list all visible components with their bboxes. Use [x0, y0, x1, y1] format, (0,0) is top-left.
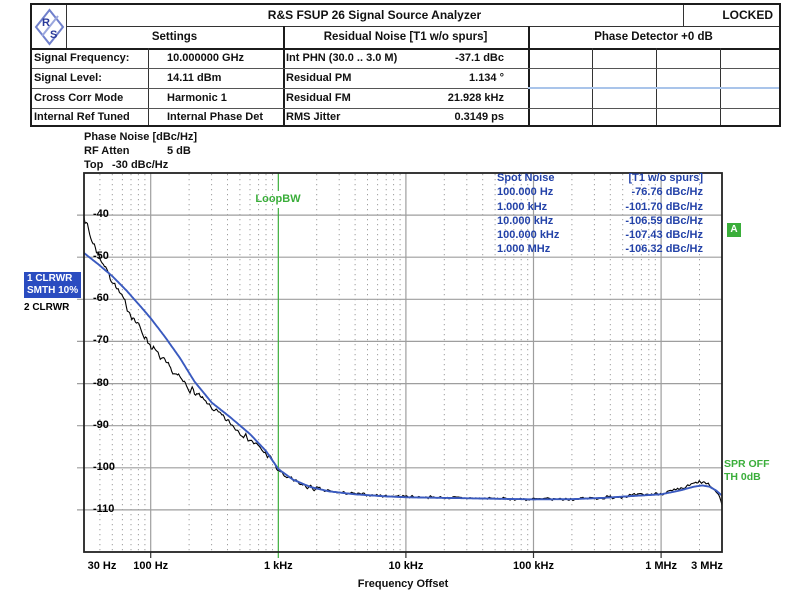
window-title: R&S FSUP 26 Signal Source Analyzer [267, 8, 482, 22]
rf-atten-value: 5 dB [167, 145, 191, 157]
x-axis-tick-label: 100 Hz [133, 560, 169, 572]
chart-title: Phase Noise [dBc/Hz] [84, 131, 198, 143]
spur-off-text: SPR OFF [724, 458, 770, 470]
divider [592, 48, 593, 125]
phase-detector-marker-line [528, 87, 779, 89]
divider [32, 48, 779, 50]
channel-a-badge: A [727, 223, 741, 237]
phase-detector-section-title: Phase Detector +0 dB [594, 31, 713, 43]
spot-noise-frequency: 10.000 kHz [497, 214, 554, 227]
settings-row-value: Harmonic 1 [167, 92, 227, 104]
spot-noise-row: 1.000 kHz -101.70 dBc/Hz [497, 200, 703, 214]
residual-row-label: Residual FM [286, 92, 351, 104]
x-axis-tick-label: 3 MHz [691, 560, 723, 572]
top-scale-value: -30 dBc/Hz [112, 159, 169, 171]
y-axis-tick-label: -90 [93, 418, 109, 431]
settings-row-value: 10.000000 GHz [167, 52, 245, 64]
loop-bandwidth-marker-label: LoopBW [255, 193, 301, 205]
trace1-smoothing: SMTH 10% [27, 285, 79, 296]
spot-noise-row: 100.000 Hz -76.76 dBc/Hz [497, 185, 703, 199]
divider [656, 48, 657, 125]
header-table: R S R&S FSUP 26 Signal Source Analyzer L… [30, 3, 781, 127]
spot-noise-frequency: 1.000 kHz [497, 200, 548, 213]
y-axis-tick-label: -40 [93, 208, 109, 221]
rf-atten-label: RF Atten [84, 145, 130, 157]
residual-row-value: -37.1 dBc [455, 52, 504, 64]
trace1-name: 1 CLRWR [27, 273, 73, 284]
rs-logo: R S [33, 7, 66, 47]
divider [720, 48, 721, 125]
trace1-clrwr-label: 1 CLRWR SMTH 10% [24, 272, 82, 298]
settings-row-label: Internal Ref Tuned [34, 111, 130, 123]
divider [32, 108, 779, 109]
y-axis-tick-label: -80 [93, 376, 109, 389]
spot-noise-value: -76.76 dBc/Hz [631, 186, 703, 199]
residual-row-value: 0.3149 ps [454, 111, 504, 123]
spot-noise-row: 100.000 kHz -107.43 dBc/Hz [497, 228, 703, 242]
divider [283, 26, 285, 125]
y-axis-tick-label: -100 [93, 460, 116, 473]
settings-row-label: Cross Corr Mode [34, 92, 124, 104]
residual-row-value: 21.928 kHz [447, 92, 504, 104]
spot-noise-table: Spot Noise [T1 w/o spurs] 100.000 Hz -76.… [497, 171, 703, 257]
residual-row-value: 1.134 ° [469, 72, 504, 84]
spot-noise-value: -101.70 dBc/Hz [625, 200, 703, 213]
spot-noise-value: -106.32 dBc/Hz [625, 243, 703, 256]
settings-row-value: Internal Phase Det [167, 111, 263, 123]
x-axis-tick-label: 10 kHz [388, 560, 424, 572]
logo-letter-r: R [42, 17, 50, 29]
logo-letter-s: S [50, 29, 57, 41]
threshold-text: TH 0dB [724, 471, 761, 483]
residual-row-label: RMS Jitter [286, 111, 341, 123]
x-axis-tick-label: 1 MHz [645, 560, 677, 572]
divider [683, 5, 684, 26]
y-axis-tick-label: -50 [93, 250, 109, 263]
x-axis-tick-label: 30 Hz [87, 560, 117, 572]
residual-row-label: Int PHN (30.0 .. 3.0 M) [286, 52, 398, 64]
top-scale-label: Top [84, 159, 104, 171]
divider [32, 88, 779, 89]
spur-suppression-label: SPR OFF TH 0dB [724, 458, 770, 484]
y-axis-tick-label: -110 [93, 502, 115, 515]
spot-noise-header: Spot Noise [T1 w/o spurs] [497, 171, 703, 185]
x-axis-title: Frequency Offset [357, 578, 449, 590]
divider [66, 26, 779, 27]
spot-noise-frequency: 100.000 kHz [497, 229, 560, 242]
settings-row-value: 14.11 dBm [167, 72, 222, 84]
x-axis-tick-label: 100 kHz [513, 560, 554, 572]
spot-noise-value: -107.43 dBc/Hz [625, 229, 703, 242]
spot-noise-frequency: 100.000 Hz [497, 186, 554, 199]
spot-noise-row: 1.000 MHz -106.32 dBc/Hz [497, 242, 703, 256]
y-axis-tick-label: -70 [93, 334, 109, 347]
divider [148, 48, 149, 125]
residual-row-label: Residual PM [286, 72, 352, 84]
divider [528, 26, 530, 125]
divider [32, 68, 779, 69]
trace2-clrwr-label: 2 CLRWR [24, 302, 70, 313]
y-axis-tick-label: -60 [93, 292, 109, 305]
settings-section-title: Settings [151, 31, 198, 43]
spot-noise-trace-tag: [T1 w/o spurs] [628, 172, 703, 184]
locked-status-badge: LOCKED [722, 8, 773, 22]
residual-noise-section-title: Residual Noise [T1 w/o spurs] [323, 31, 488, 43]
spot-noise-title: Spot Noise [497, 172, 555, 184]
spot-noise-value: -106.59 dBc/Hz [625, 214, 703, 227]
settings-row-label: Signal Level: [34, 72, 102, 84]
x-axis-tick-label: 1 kHz [263, 560, 293, 572]
settings-row-label: Signal Frequency: [34, 52, 130, 64]
spot-noise-frequency: 1.000 MHz [497, 243, 551, 256]
spot-noise-row: 10.000 kHz -106.59 dBc/Hz [497, 214, 703, 228]
